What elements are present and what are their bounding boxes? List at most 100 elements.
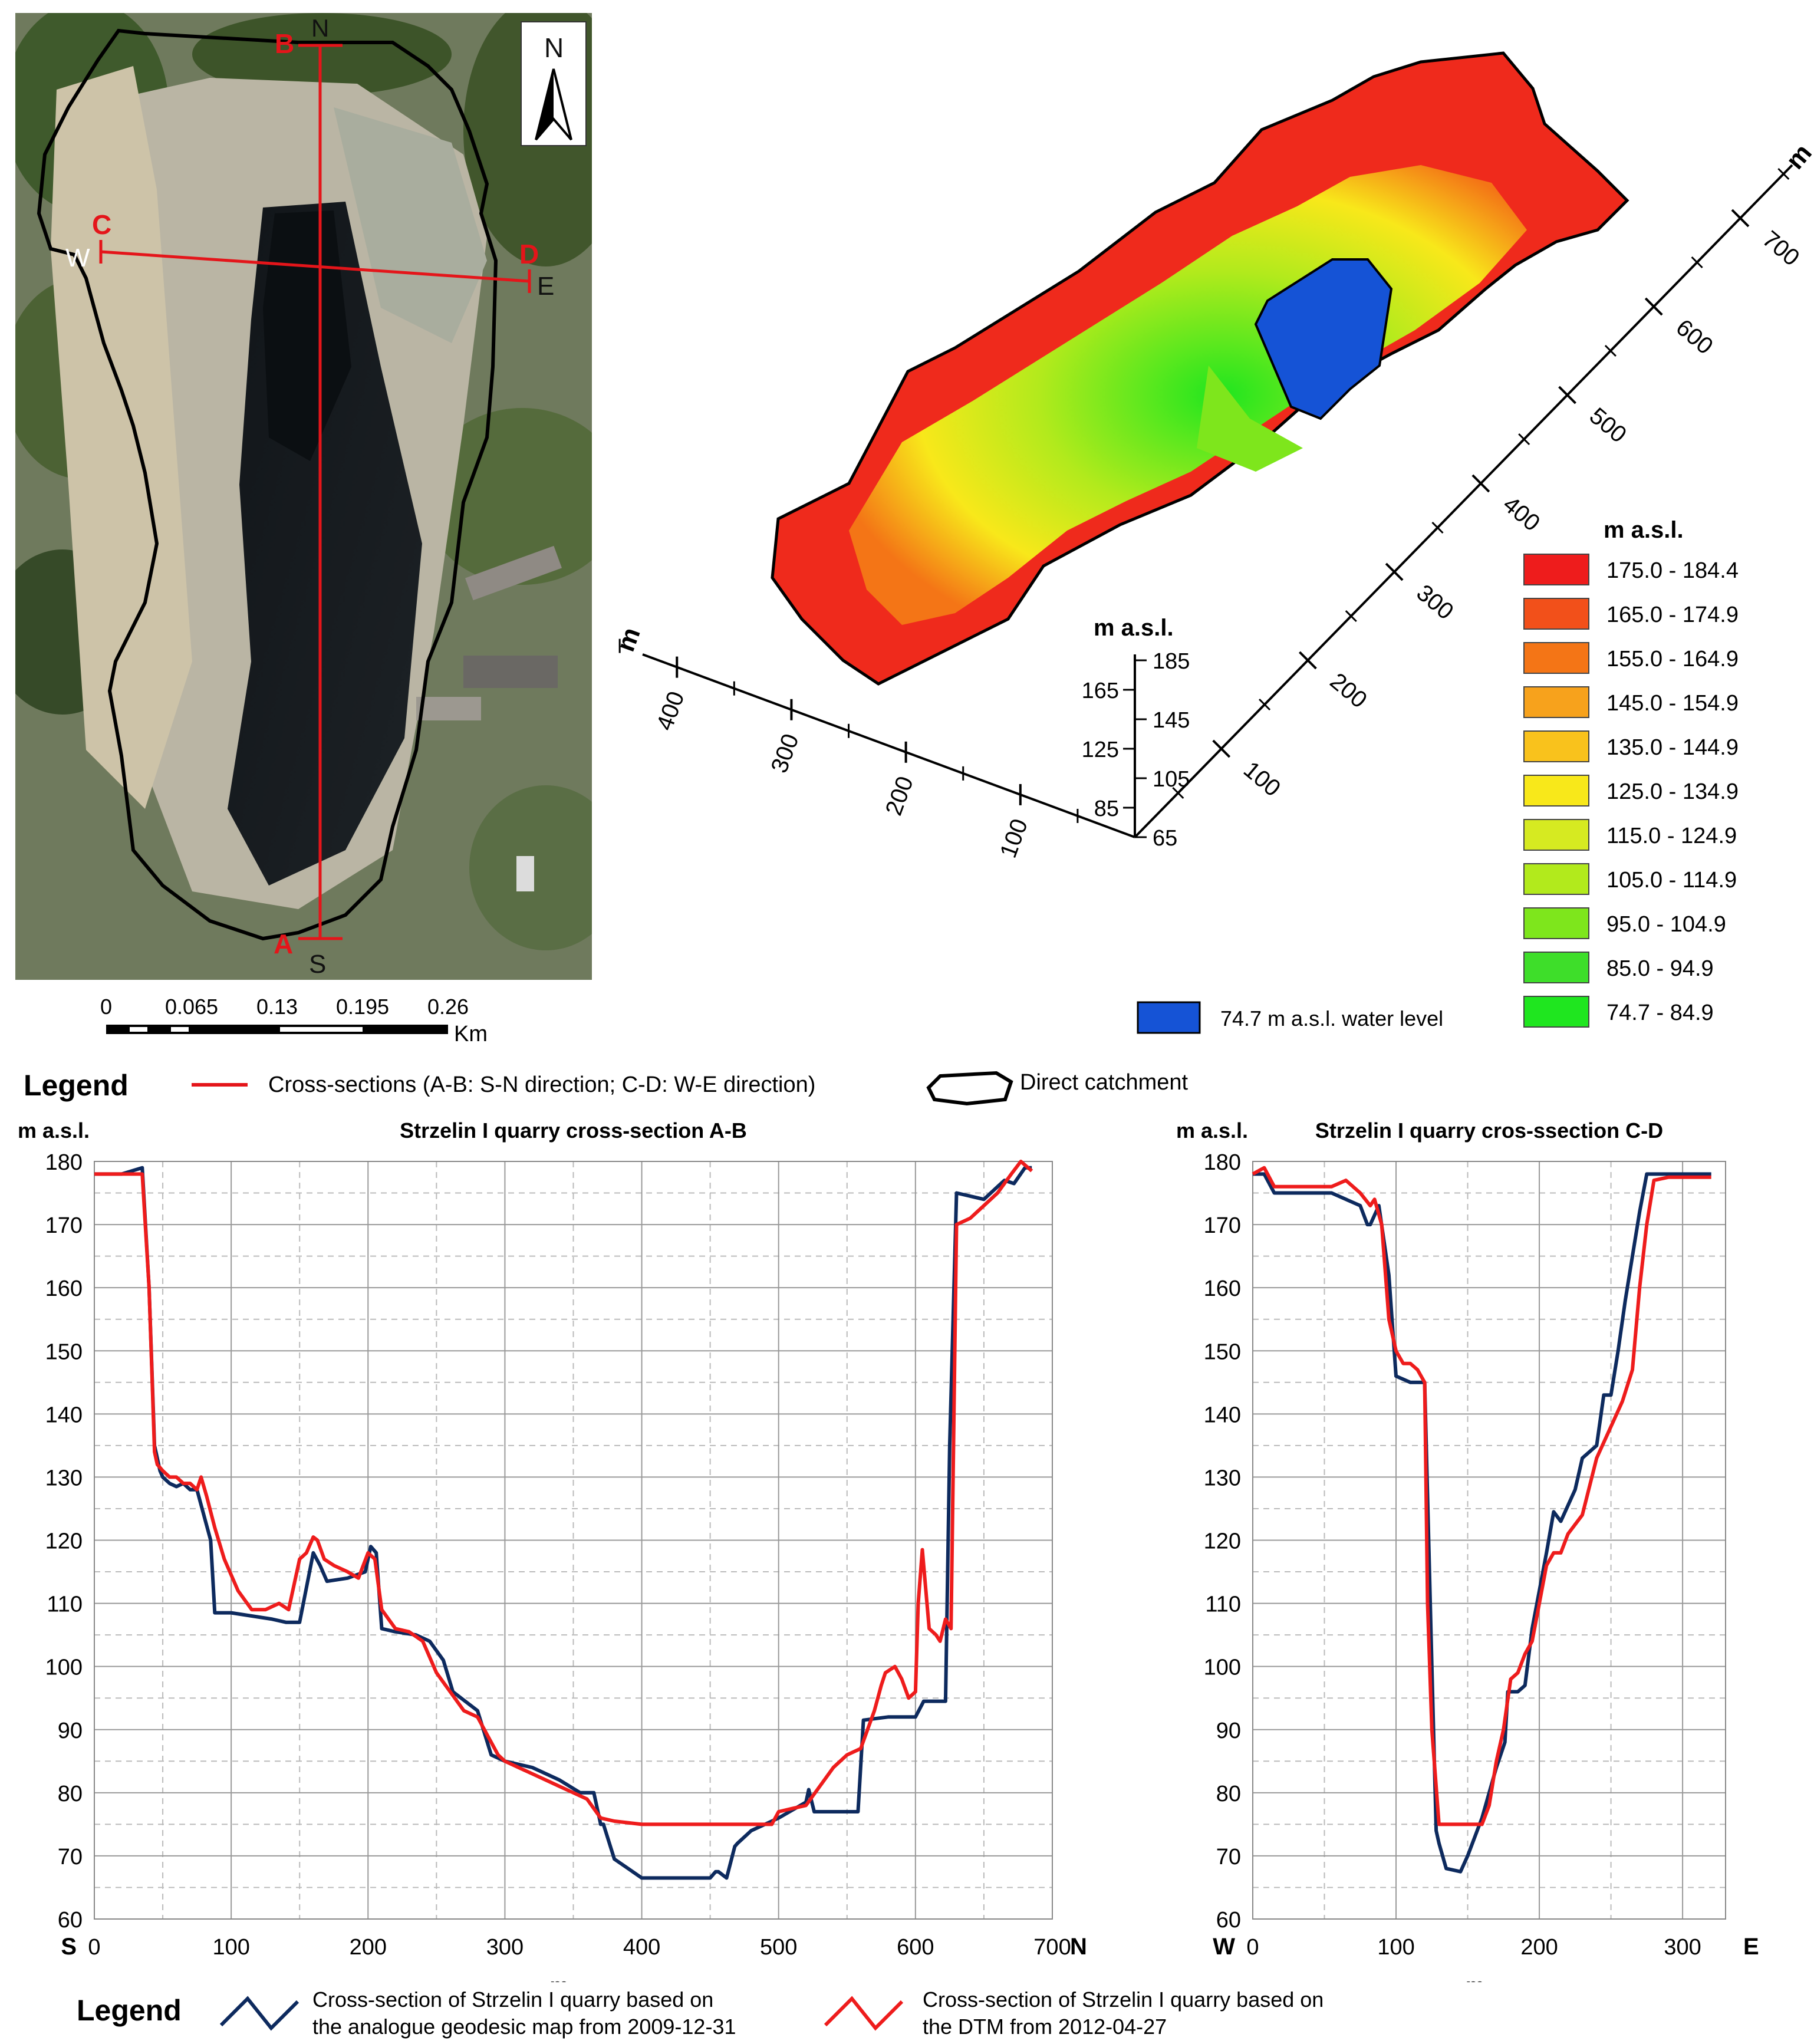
cross-section-label: Cross-sections (A-B: S-N direction; C-D:… bbox=[268, 1072, 815, 1097]
x-tick-label: 700 bbox=[1033, 1935, 1071, 1960]
svg-text:N: N bbox=[544, 32, 564, 63]
relief-x-tick-label: 300 bbox=[766, 730, 804, 776]
y-tick-label: 90 bbox=[58, 1719, 83, 1743]
chart-title: Strzelin I quarry cros-ssection C-D bbox=[1315, 1118, 1663, 1143]
scale-tick-label: 0.13 bbox=[256, 995, 298, 1019]
x-end-direction: E bbox=[1743, 1934, 1759, 1960]
x-tick-label: 300 bbox=[1664, 1935, 1701, 1960]
plot-frame bbox=[1252, 1161, 1726, 1920]
y-tick-label: 70 bbox=[58, 1845, 83, 1869]
x-tick-label: 500 bbox=[760, 1935, 797, 1960]
scale-bar: 0 0.065 0.13 0.195 0.26 Km bbox=[77, 985, 525, 1049]
y-tick-label: 120 bbox=[45, 1529, 83, 1554]
legend-title: m a.s.l. bbox=[1604, 517, 1684, 543]
relief-z-tick-label: 65 bbox=[1153, 826, 1177, 851]
relief-z-tick-label: 145 bbox=[1153, 708, 1190, 733]
dtm-label-line1: Cross-section of Strzelin I quarry based… bbox=[923, 1987, 1324, 2012]
relief-y-minor-tick bbox=[1431, 521, 1444, 534]
relief-y-minor-tick bbox=[1518, 433, 1530, 446]
y-tick-label: 150 bbox=[1204, 1339, 1241, 1364]
x-tick-label: 600 bbox=[897, 1935, 934, 1960]
y-tick-label: 170 bbox=[45, 1213, 83, 1238]
svg-text:m: m bbox=[1780, 139, 1814, 175]
catchment-swatch-icon bbox=[926, 1071, 1013, 1106]
legend-class-swatch bbox=[1523, 907, 1589, 939]
x-axis-label: m bbox=[1466, 1973, 1484, 1982]
legend-class-swatch bbox=[1523, 996, 1589, 1028]
water-body bbox=[1254, 258, 1393, 420]
analogue-label-line1: Cross-section of Strzelin I quarry based… bbox=[312, 1987, 713, 2012]
legend-class-swatch bbox=[1523, 730, 1589, 762]
x-tick-label: 100 bbox=[212, 1935, 249, 1960]
north-label: N bbox=[311, 14, 329, 42]
y-tick-label: 60 bbox=[58, 1908, 83, 1933]
chart-cross-section-ab: 60 70 80 90 100 110 120 130 140 150 160 170 180 0 100 2… bbox=[0, 1114, 1114, 1997]
point-a-label: A bbox=[274, 929, 293, 959]
y-tick-label: 180 bbox=[1204, 1150, 1241, 1175]
legend-class-label: 125.0 - 134.9 bbox=[1606, 779, 1739, 804]
legend-class-label: 115.0 - 124.9 bbox=[1606, 824, 1737, 848]
relief-y-tick bbox=[1471, 474, 1490, 493]
y-tick-label: 60 bbox=[1216, 1908, 1241, 1933]
water-level-label: 74.7 m a.s.l. water level bbox=[1220, 1006, 1443, 1031]
series-analogue-line bbox=[1253, 1172, 1711, 1874]
scale-tick-label: 0.26 bbox=[427, 995, 469, 1019]
legend-class-label: 74.7 - 84.9 bbox=[1606, 1000, 1714, 1025]
relief-y-tick bbox=[1212, 739, 1231, 758]
relief-model: 100 200 300 400 m 100 200 300 400 500 600 700 m m… bbox=[275, 35, 1814, 1038]
relief-y-minor-tick bbox=[1172, 786, 1184, 799]
relief-z-tick-label: 105 bbox=[1153, 767, 1190, 792]
relief-z-tick-label: 85 bbox=[1094, 796, 1119, 821]
legend-bottom-title: Legend bbox=[77, 1994, 182, 2027]
point-d-label: D bbox=[519, 239, 539, 269]
legend-class-swatch bbox=[1523, 952, 1589, 983]
relief-y-minor-tick bbox=[1604, 344, 1617, 357]
legend-class-swatch bbox=[1523, 819, 1589, 851]
y-tick-label: 180 bbox=[45, 1150, 83, 1175]
relief-x-tick-label: 200 bbox=[881, 773, 918, 819]
relief-y-minor-tick bbox=[1259, 698, 1271, 711]
y-axis-label: m a.s.l. bbox=[1176, 1118, 1248, 1143]
legend-class-label: 145.0 - 154.9 bbox=[1606, 691, 1739, 716]
legend-class-label: 135.0 - 144.9 bbox=[1606, 735, 1739, 760]
legend-bottom: Legend Cross-section of Strzelin I quarr… bbox=[0, 1987, 1814, 2041]
y-tick-label: 160 bbox=[1204, 1276, 1241, 1301]
chart-cd-svg: 60 70 80 90 100 110 120 130 140 150 160 170 180 0 100 2… bbox=[1176, 1118, 1759, 1997]
point-b-label: B bbox=[275, 28, 294, 59]
direct-catchment-outline bbox=[37, 28, 498, 941]
x-tick-label: 0 bbox=[1246, 1935, 1259, 1960]
relief-y-tick bbox=[1644, 297, 1663, 316]
y-tick-label: 70 bbox=[1216, 1845, 1241, 1869]
legend-class-swatch bbox=[1523, 775, 1589, 807]
y-tick-label: 160 bbox=[45, 1276, 83, 1301]
relief-y-tick-label: 700 bbox=[1757, 226, 1804, 271]
scale-tick-label: 0.195 bbox=[336, 995, 389, 1019]
legend-top-title: Legend bbox=[24, 1069, 129, 1102]
x-tick-label: 0 bbox=[88, 1935, 100, 1960]
legend-class-label: 85.0 - 94.9 bbox=[1606, 956, 1714, 981]
x-tick-label: 300 bbox=[486, 1935, 524, 1960]
plot-frame bbox=[94, 1161, 1053, 1920]
y-tick-label: 130 bbox=[1204, 1466, 1241, 1490]
cross-section-cd-line bbox=[100, 250, 530, 283]
legend-top: Legend Cross-sections (A-B: S-N directio… bbox=[0, 1049, 1814, 1114]
y-tick-label: 80 bbox=[58, 1782, 83, 1806]
south-label: S bbox=[309, 950, 326, 979]
y-tick-label: 110 bbox=[47, 1592, 83, 1617]
east-label: E bbox=[537, 272, 554, 301]
aerial-map-image: B N C W D E A S N bbox=[15, 13, 592, 980]
y-tick-label: 100 bbox=[45, 1655, 83, 1680]
scale-tick-label: 0 bbox=[100, 995, 112, 1019]
x-start-direction: W bbox=[1213, 1934, 1235, 1960]
x-tick-label: 200 bbox=[1520, 1935, 1558, 1960]
x-tick-label: 400 bbox=[623, 1935, 660, 1960]
dtm-swatch-icon bbox=[824, 1996, 904, 2031]
x-start-direction: S bbox=[61, 1934, 77, 1960]
water-level-swatch bbox=[1137, 1001, 1201, 1034]
y-tick-label: 110 bbox=[1205, 1592, 1241, 1617]
relief-y-minor-tick bbox=[1691, 256, 1703, 269]
point-c-label: C bbox=[92, 209, 111, 240]
y-tick-label: 120 bbox=[1204, 1529, 1241, 1554]
svg-text:m a.s.l.: m a.s.l. bbox=[1094, 615, 1174, 641]
legend-class-label: 95.0 - 104.9 bbox=[1606, 912, 1726, 937]
